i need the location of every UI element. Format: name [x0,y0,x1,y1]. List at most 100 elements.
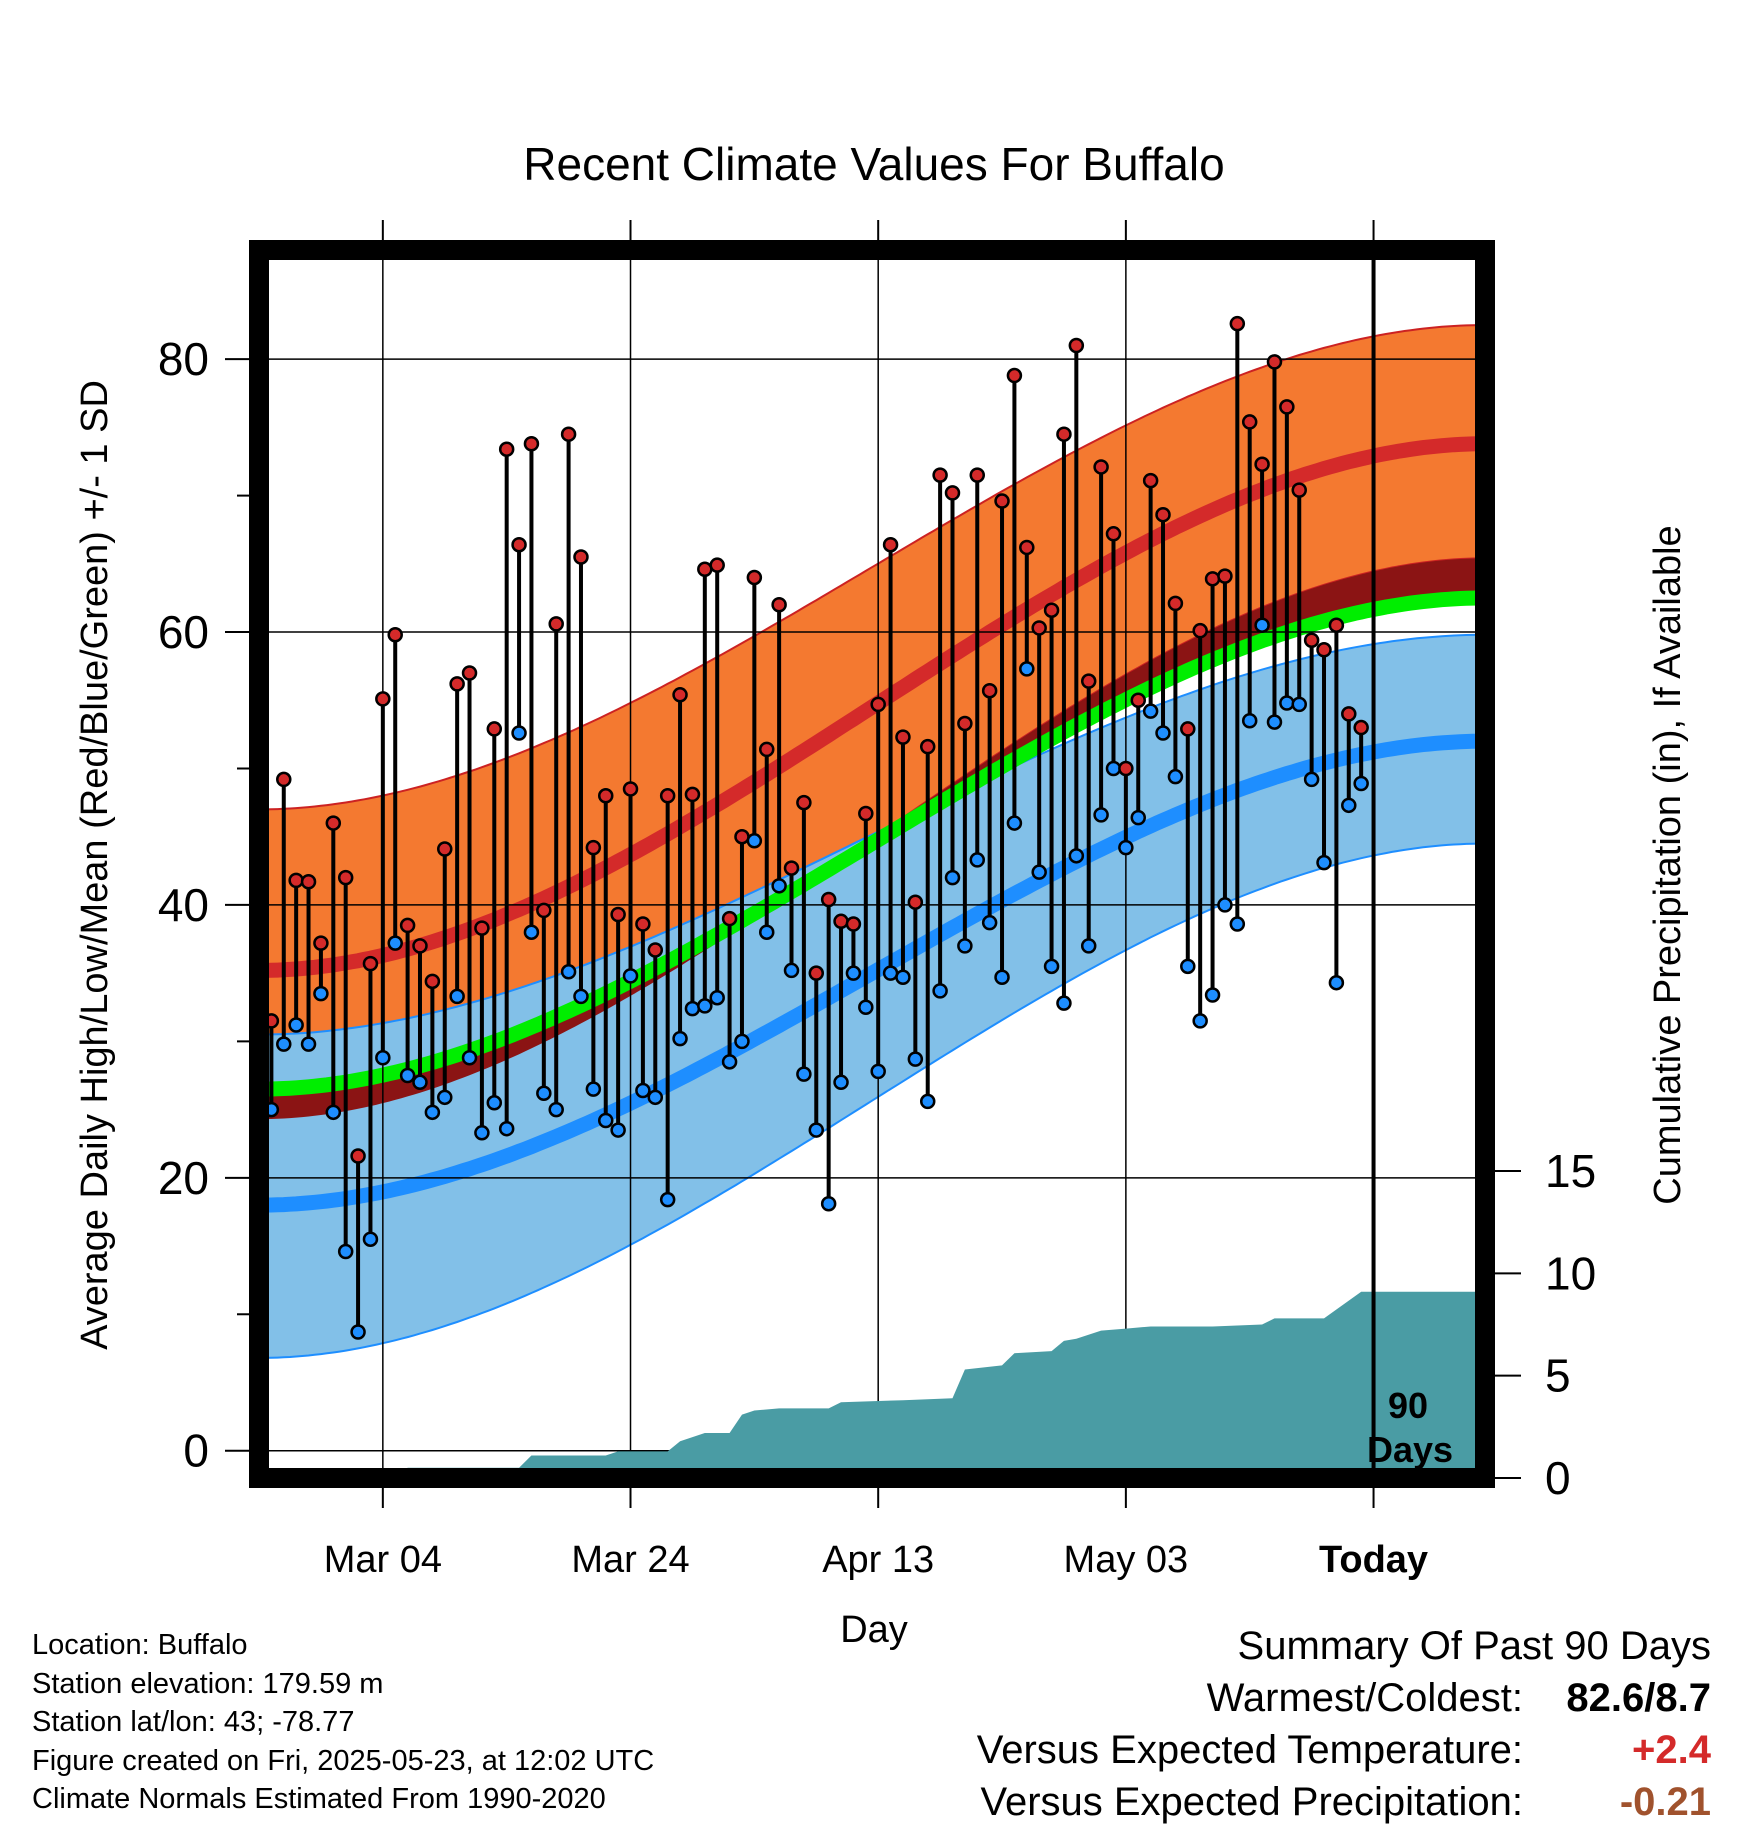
daily-low-marker [746,833,763,849]
daily-low-marker [957,938,973,954]
daily-low-marker [1006,815,1023,831]
daily-high-marker [870,696,886,713]
daily-low-marker [895,969,911,985]
daily-high-marker [672,687,688,703]
daily-high-marker [573,549,589,565]
daily-high-marker [1266,354,1283,370]
daily-high-marker [709,557,725,573]
daily-high-marker [932,467,948,483]
daily-low-marker [548,1101,564,1118]
daily-high-marker [1279,399,1295,415]
daily-low-marker [536,1085,552,1101]
daily-low-marker [1254,617,1270,633]
station-elevation: Station elevation: 179.59 m [32,1667,384,1700]
daily-low-marker [969,852,986,868]
y-tick-label: 40 [158,879,209,931]
figure-created: Figure created on Fri, 2025-05-23, at 12… [32,1744,655,1777]
station-location: Location: Buffalo [32,1629,248,1661]
axes: 0 20 40 60 80 0 5 10 15 Mar 04 Mar 24 Apr 13 May 03 T… [158,220,1596,1581]
daily-high-marker [1229,315,1246,332]
daily-high-marker [1019,539,1035,556]
daily-low-marker [1241,712,1258,729]
daily-high-marker [474,920,490,936]
daily-low-marker [424,1104,441,1121]
daily-high-marker [1303,632,1320,648]
daily-low-marker [1229,916,1246,932]
warmest-coldest-label: Warmest/Coldest: [1206,1676,1523,1720]
y2-axis-label: Cumulative Precipitation (in), If Availa… [1647,525,1689,1204]
daily-low-marker [362,1231,379,1247]
daily-high-marker [659,788,676,804]
daily-high-marker [721,910,738,927]
daily-low-marker [622,968,639,984]
daily-high-marker [635,916,651,932]
y2-tick-label: 0 [1545,1452,1571,1504]
daily-high-marker [486,721,503,737]
warmest-coldest-value: 82.6/8.7 [1566,1676,1711,1720]
daily-high-marker [313,935,329,951]
daily-high-marker [820,891,837,908]
daily-low-marker [659,1191,676,1208]
precip-anomaly-label: Versus Expected Precipitation: [980,1780,1523,1824]
daily-low-marker [944,869,961,886]
daily-low-marker [1155,725,1171,741]
daily-low-marker [387,935,403,951]
daily-low-marker [647,1089,664,1106]
daily-high-marker [412,938,428,954]
station-info: Location: Buffalo Station elevation: 179… [32,1626,654,1819]
daily-low-marker [375,1050,391,1066]
chart-title: Recent Climate Values For Buffalo [523,138,1224,190]
daily-low-marker [771,878,787,894]
y-tick-label: 20 [158,1152,209,1204]
precipitation-area [259,1291,1485,1478]
daily-low-marker [796,1066,812,1082]
daily-high-marker [771,597,787,613]
y2-tick-label: 5 [1545,1350,1571,1402]
daily-high-marker [1056,426,1072,442]
daily-high-marker [1204,571,1221,587]
daily-high-marker [325,815,342,831]
daily-high-marker [684,786,701,803]
daily-low-marker [1266,714,1283,730]
daily-high-marker [375,691,391,707]
temp-anomaly-label: Versus Expected Temperature: [976,1728,1523,1772]
daily-high-marker [1254,456,1270,472]
daily-low-marker [808,1122,825,1138]
daily-low-marker [907,1051,924,1067]
daily-high-marker [796,794,812,811]
daily-low-marker [412,1074,428,1091]
daily-high-marker [981,682,998,699]
daily-high-marker [882,536,899,553]
daily-high-marker [523,436,540,452]
daily-high-marker [697,561,713,578]
daily-low-marker [870,1063,886,1080]
daily-low-marker [337,1243,354,1260]
daily-high-marker [734,828,750,845]
daily-high-marker [1080,673,1097,689]
daily-low-marker [523,924,540,940]
daily-high-marker [288,872,304,889]
daily-low-marker [734,1033,750,1050]
daily-low-marker [1105,760,1122,777]
normal-mean-line [259,590,1485,1097]
daily-high-marker [1068,337,1085,354]
summary-warmest-coldest: Warmest/Coldest: 82.6/8.7 [977,1672,1711,1724]
daily-low-marker [597,1112,614,1129]
daily-low-marker [1068,848,1085,864]
daily-low-marker [758,924,775,940]
daily-low-marker [709,989,725,1006]
daily-low-marker [684,1000,701,1017]
daily-high-marker [1155,506,1171,523]
daily-high-marker [1328,617,1345,633]
daily-low-marker [610,1122,626,1138]
plot-frame [249,240,1495,1488]
x-tick-label: May 03 [1064,1539,1189,1581]
daily-low-marker [820,1195,837,1212]
daily-low-marker [1093,807,1109,823]
daily-high-marker [808,965,825,981]
daily-high-marker [1217,568,1233,584]
daily-high-marker [845,916,862,932]
daily-high-marker [1341,706,1357,722]
normal-low-line [259,733,1485,1213]
